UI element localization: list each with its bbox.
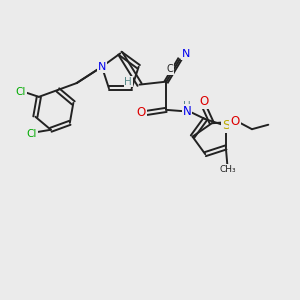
Text: CH₃: CH₃ — [219, 165, 236, 174]
Text: H: H — [183, 101, 191, 111]
Text: O: O — [200, 95, 209, 108]
Text: S: S — [222, 119, 230, 132]
Text: Cl: Cl — [27, 129, 37, 139]
Text: H: H — [124, 76, 132, 87]
Text: N: N — [182, 49, 190, 59]
Text: N: N — [183, 105, 191, 118]
Text: Cl: Cl — [16, 86, 26, 97]
Text: N: N — [98, 62, 106, 72]
Text: O: O — [230, 115, 240, 128]
Text: O: O — [136, 106, 146, 119]
Text: C: C — [167, 64, 173, 74]
